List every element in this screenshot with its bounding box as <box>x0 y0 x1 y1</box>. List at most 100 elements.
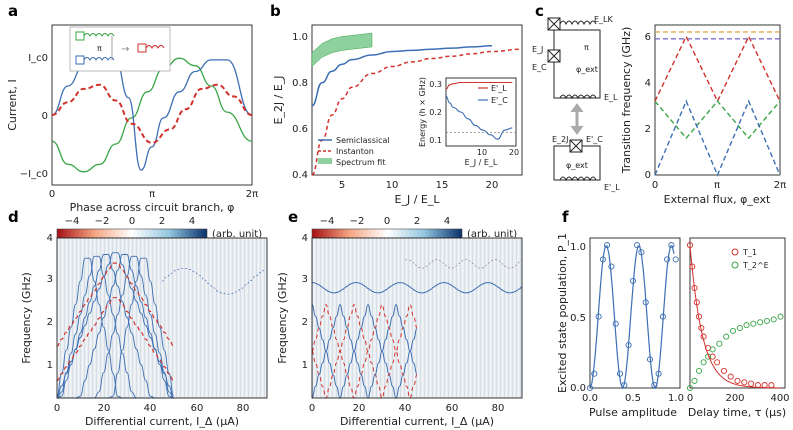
panel-b-frame <box>311 24 523 176</box>
c-circuit-1-loop <box>553 29 601 99</box>
f-t1-point <box>768 382 775 389</box>
b-ylabel: E_2J / E_J <box>272 75 285 124</box>
f-t1-point <box>709 353 716 360</box>
f-left-xtick-1: 1.0 <box>668 393 684 404</box>
f-rabi-point <box>642 299 649 306</box>
panel-e-traces <box>311 259 523 399</box>
panel-label-e: e <box>288 208 298 226</box>
f-t2e-point <box>716 340 723 347</box>
e-cbar-tick-3: 2 <box>414 216 420 227</box>
e-trace-v-2 <box>311 304 418 399</box>
d-ytick-2: 2 <box>47 317 53 328</box>
d-trace-red-0 <box>56 297 174 382</box>
b-inset-ytick-1: 0.2 <box>429 108 442 117</box>
e-xtick-40: 40 <box>399 403 412 414</box>
e-colorbar <box>311 228 463 239</box>
e-ytick-3: 3 <box>302 274 308 285</box>
d-cbar-tick-4: 4 <box>189 216 195 227</box>
f-rabi-fit <box>589 245 675 390</box>
panel-a-frame <box>51 24 253 186</box>
f-rabi-point <box>655 370 662 377</box>
d-cbar-tick-2: 0 <box>129 216 135 227</box>
f-t2e-point <box>770 316 777 323</box>
e-xlabel: Differential current, I_Δ (μA) <box>340 415 494 428</box>
f-rabi-point <box>608 263 615 270</box>
c-label-pi: π <box>584 43 589 52</box>
panel-a-green-inductor <box>83 33 115 37</box>
f-t1-point <box>741 379 748 386</box>
f-rabi-point <box>659 313 666 320</box>
b-legend-spectrum-swatch <box>318 158 332 164</box>
f-rabi-point <box>591 370 598 377</box>
f-t2e-point <box>691 377 698 384</box>
f-t2e-point <box>723 333 730 340</box>
f-t2e-point <box>729 327 737 334</box>
panel-e: −4 −2 0 2 4 (arb. unit) 0 20 40 60 80 1 … <box>276 216 523 428</box>
panel-f-left-frame <box>589 237 681 389</box>
panel-a-red-inductor <box>145 45 165 49</box>
panel-f-right-frame <box>689 237 786 389</box>
e-ylabel: Frequency (GHz) <box>276 272 289 363</box>
c-xtick-2pi: 2π <box>774 180 786 191</box>
f-t2e-point <box>750 320 757 327</box>
f-legend-t1: T_1 <box>742 248 757 257</box>
d-ytick-3: 3 <box>47 274 53 285</box>
b-legend-spectrum: Spectrum fit <box>336 158 385 167</box>
b-xtick-5: 5 <box>339 180 345 191</box>
panel-f: T_1 T_2^E 0.0 0.5 1.0 0.0 0.5 1.0 0 200 … <box>556 233 790 419</box>
c-ytick-0: 0 <box>645 170 651 181</box>
c-series-red <box>654 34 781 103</box>
f-rabi-point <box>634 242 641 249</box>
a-series-1 <box>51 57 253 171</box>
f-ytick-0: 0.0 <box>570 383 586 394</box>
b-semiclassical-line <box>311 45 493 107</box>
d-trace-blue-3 <box>56 252 174 399</box>
d-ytick-1: 1 <box>47 360 53 371</box>
f-right-xtick-400: 400 <box>770 393 789 404</box>
f-legend-t1-marker <box>731 248 739 256</box>
f-right-xlabel: Delay time, τ (μs) <box>688 406 786 419</box>
panel-label-f: f <box>562 208 569 226</box>
b-xtick-20: 20 <box>486 180 499 191</box>
c-inductor-top <box>559 20 597 26</box>
b-inset-legend-ec: E'_C <box>491 96 508 105</box>
c-label-ec: E_C <box>532 63 547 72</box>
c-label-el: E_L <box>604 93 618 102</box>
b-ytick-0.8: 0.8 <box>292 78 308 89</box>
a-xlabel: Phase across circuit branch, φ <box>70 201 235 214</box>
f-rabi-point <box>646 356 654 363</box>
d-ylabel: Frequency (GHz) <box>20 272 33 363</box>
d-cbar-unit: (arb. unit) <box>212 229 262 240</box>
f-t1-point <box>714 359 721 366</box>
panel-label-c: c <box>535 2 544 20</box>
panel-label-d: d <box>8 208 19 226</box>
f-t2e-point <box>763 317 770 324</box>
panel-b-series <box>311 32 523 176</box>
c-series-blue <box>654 99 781 177</box>
b-inset-ylabel: Energy (h × GHz) <box>418 77 427 147</box>
a-ytick-0: 0 <box>42 111 48 122</box>
panel-a-blue-inductor <box>83 57 115 61</box>
d-trace-red-1 <box>56 262 174 347</box>
a-ytick-mic0: −I_c0 <box>20 169 48 180</box>
e-cbar-tick-0: −4 <box>320 216 335 227</box>
e-trace-v-0 <box>311 304 418 399</box>
e-xtick-20: 20 <box>353 403 366 414</box>
b-xlabel: E_J / E_L <box>395 193 441 206</box>
f-t1-point <box>727 373 734 380</box>
f-rabi-point <box>651 382 658 389</box>
b-spectrum-fit-band <box>311 32 373 68</box>
b-ytick-1.0: 1.0 <box>292 32 308 43</box>
b-xtick-15: 15 <box>436 180 449 191</box>
c-reduction-arrowheads <box>570 103 584 135</box>
f-rabi-point <box>586 384 594 392</box>
b-inset-ytick-0: 0.1 <box>429 136 442 145</box>
f-t1-point <box>761 382 768 389</box>
panel-a-equivalence-arrow: → <box>121 44 129 55</box>
c-label-ej: E_J <box>532 45 543 54</box>
e-cbar-tick-4: 4 <box>444 216 450 227</box>
f-t1-fit <box>689 245 781 389</box>
c-label-phi: φ_ext <box>576 65 598 74</box>
d-cbar-tick-3: 2 <box>159 216 165 227</box>
panel-b-inset-series <box>445 81 516 140</box>
